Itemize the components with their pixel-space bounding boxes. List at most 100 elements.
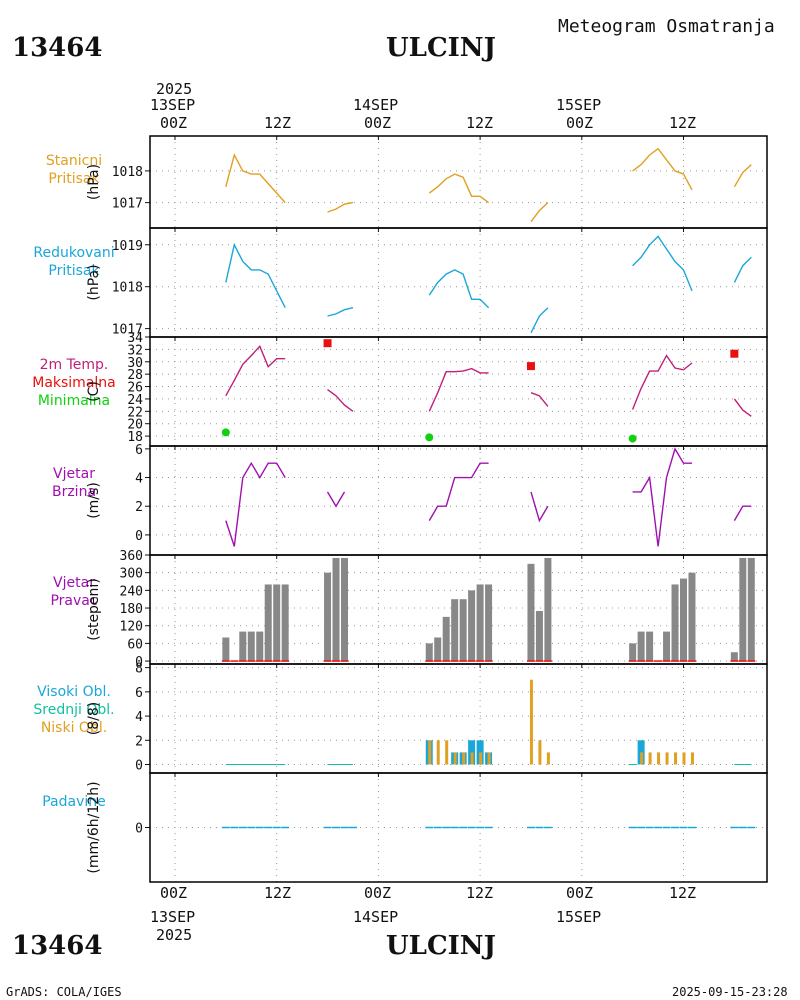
series-line-reduced_pressure-4 [632,235,693,292]
series-line-wind_speed-3 [530,491,549,523]
series-line-wind_speed-0 [225,461,286,547]
panel-label-station_pressure-0: Stanicni [46,153,102,169]
meteogram-subtitle: Meteogram Osmatranja [558,16,775,37]
panel-frame-precipitation [149,772,768,883]
wind-dir-bar [425,643,433,662]
wind-dir-bar [247,631,255,662]
low-cloud-bar [690,752,694,765]
wind-dir-bar [434,637,442,662]
low-cloud-bar [487,752,491,765]
series-line-reduced_pressure-5 [733,256,752,283]
y-tick-label-cloud_cover-0: 8 [135,662,143,677]
low-cloud-bar [546,752,550,765]
series-line-reduced_pressure-2 [428,269,490,309]
low-cloud-bar [640,752,644,765]
wind-dir-bar [324,572,332,662]
panel-frame-temperature [149,336,768,447]
max-temp-marker [323,339,332,348]
panel-label-station_pressure-1: Pritisak [48,171,100,187]
y-tick-label-wind_direction-6: 0 [135,655,143,670]
y-tick-label-cloud_cover-1: 6 [135,686,143,701]
low-cloud-bar [529,679,533,765]
panel-frame-station_pressure [149,135,768,229]
series-line-station_pressure-2 [428,173,490,204]
panel-label-reduced_pressure-1: Pritisak [48,263,100,279]
series-line-station_pressure-4 [632,147,693,191]
y-tick-label-wind_direction-3: 180 [120,602,143,617]
low-cloud-bar [453,752,457,765]
wind-dir-bar [747,557,755,662]
top-hour-4: 12Z [466,114,493,132]
wind-dir-bar [535,610,543,662]
series-line-temperature-3 [530,392,549,407]
y-tick-label-precipitation-0: 0 [135,822,143,837]
top-year: 2025 [156,80,192,98]
panel-label-temperature-2: Minimalna [38,393,110,409]
max-temp-marker [730,349,739,358]
wind-dir-bar [680,578,687,662]
low-cloud-bar [445,740,449,765]
series-line-reduced_pressure-0 [225,242,286,309]
series-line-temperature-5 [733,398,752,417]
y-tick-label-station_pressure-1: 1017 [112,197,143,212]
bottom-hour-2: 12Z [264,884,291,902]
y-tick-label-temperature-0: 34 [127,331,143,346]
bottom-hour-6: 12Z [669,884,696,902]
y-tick-label-temperature-5: 24 [127,393,143,408]
low-cloud-bar [470,752,474,765]
wind-dir-bar [646,631,654,662]
low-cloud-bar [538,740,542,765]
panel-label-wind_direction-1: Pravac [50,593,97,609]
wind-dir-bar [222,637,230,662]
max-temp-marker [526,362,535,371]
y-tick-label-wind_direction-5: 60 [127,637,143,652]
wind-dir-bar [459,599,467,662]
y-tick-label-cloud_cover-4: 0 [135,759,143,774]
wind-dir-bar [442,616,450,662]
min-temp-marker [425,433,434,442]
y-tick-label-temperature-6: 22 [127,405,143,420]
series-line-temperature-4 [631,354,693,410]
top-hour-2: 12Z [264,114,291,132]
y-tick-label-temperature-2: 30 [127,356,143,371]
low-cloud-bar [428,740,432,765]
low-cloud-bar [436,740,440,765]
panel-label-reduced_pressure-0: Redukovani [33,245,114,261]
bottom-day-1: 13SEP [150,908,195,926]
low-cloud-bar [462,752,466,765]
y-tick-label-wind_direction-4: 120 [120,620,143,635]
y-tick-label-wind_speed-1: 4 [135,472,143,487]
top-hour-5: 00Z [566,114,593,132]
series-line-wind_speed-1 [326,491,346,508]
y-tick-label-temperature-7: 20 [127,418,143,433]
y-tick-label-reduced_pressure-2: 1017 [112,323,143,338]
y-axis-label-temperature: (C) [86,381,102,402]
series-line-wind_speed-2 [428,462,489,521]
top-day-1: 13SEP [150,96,195,114]
bottom-hour-1: 00Z [160,884,187,902]
render-timestamp: 2025-09-15-23:28 [672,985,788,999]
station-id-top: 13464 [12,33,102,63]
y-axis-label-wind_direction: (stepeni) [86,578,102,641]
panel-label-cloud_cover-1: Srednji Obl. [33,702,114,718]
series-line-temperature-1 [327,389,354,412]
y-tick-label-temperature-8: 18 [127,430,143,445]
panel-label-cloud_cover-0: Visoki Obl. [37,684,111,700]
y-tick-label-station_pressure-0: 1018 [112,165,143,180]
wind-dir-bar [341,557,348,662]
y-tick-label-cloud_cover-2: 4 [135,710,143,725]
wind-dir-bar [688,572,696,662]
y-axis-label-cloud_cover: (8/8) [86,702,102,735]
series-line-station_pressure-0 [225,153,286,204]
wind-dir-bar [476,584,484,662]
y-axis-label-reduced_pressure: (hPa) [86,264,102,300]
series-line-station_pressure-1 [327,201,354,213]
grads-credit: GrADS: COLA/IGES [6,985,122,999]
series-line-temperature-0 [225,345,286,397]
low-cloud-bar [648,752,652,765]
y-tick-label-wind_direction-0: 360 [120,549,143,564]
top-day-2: 14SEP [353,96,398,114]
panel-label-precipitation-0: Padavine [42,794,106,810]
panel-label-cloud_cover-2: Niski Obl. [41,720,107,736]
